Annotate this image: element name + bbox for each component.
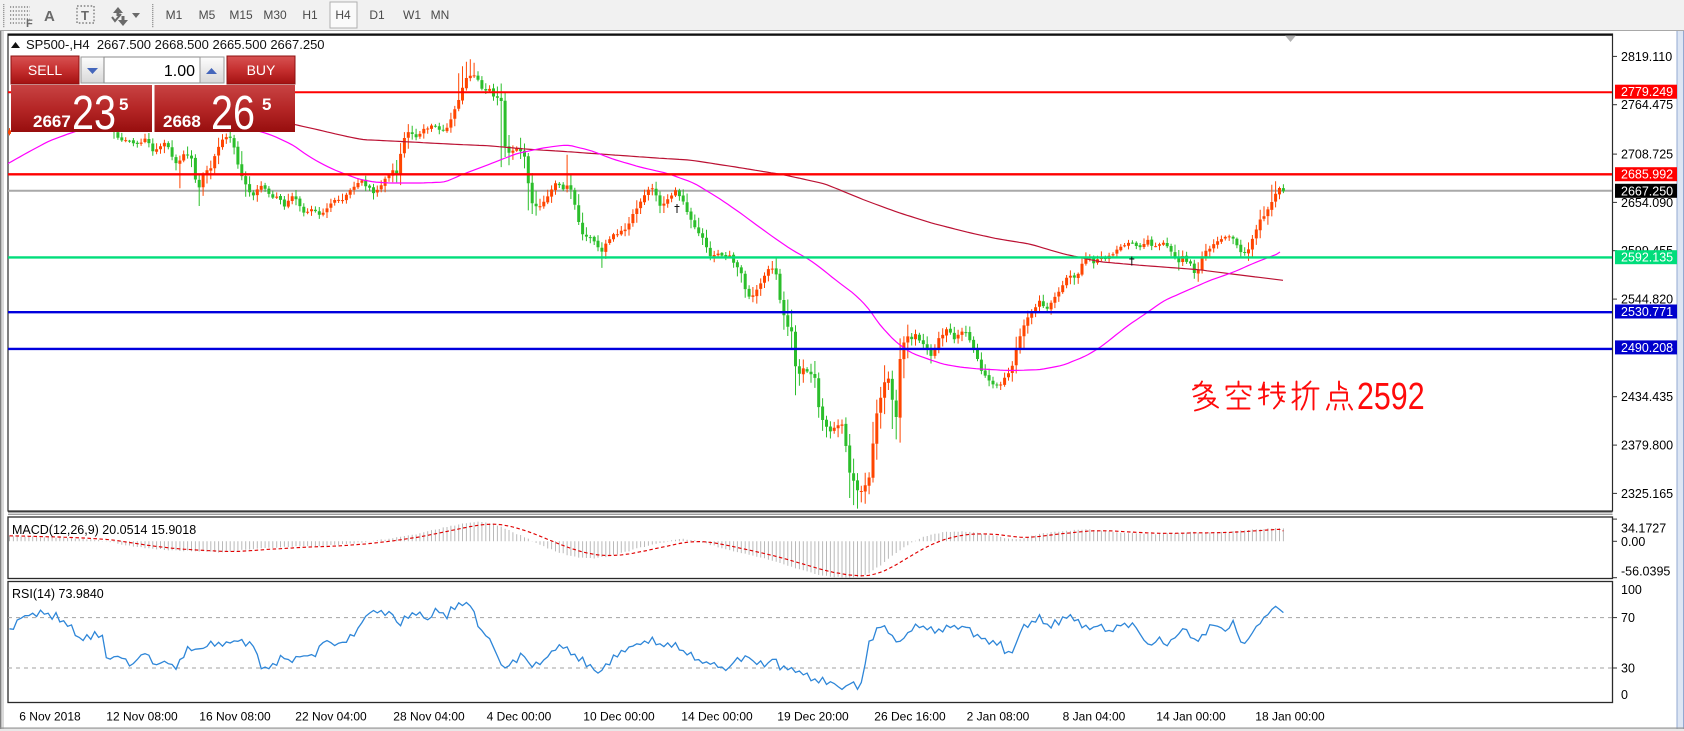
svg-text:BUY: BUY [247, 62, 276, 78]
svg-text:-56.0395: -56.0395 [1621, 565, 1670, 579]
svg-text:F: F [26, 18, 33, 30]
svg-text:4 Dec 00:00: 4 Dec 00:00 [487, 710, 552, 724]
svg-text:0.00: 0.00 [1621, 535, 1645, 549]
svg-text:H4: H4 [335, 8, 351, 22]
svg-text:MN: MN [431, 8, 450, 22]
svg-text:2819.110: 2819.110 [1621, 50, 1672, 64]
svg-text:28 Nov 04:00: 28 Nov 04:00 [393, 710, 465, 724]
svg-text:2592.135: 2592.135 [1621, 251, 1673, 265]
svg-text:MACD(12,26,9) 20.0514 15.9018: MACD(12,26,9) 20.0514 15.9018 [12, 523, 196, 537]
svg-text:16 Nov 08:00: 16 Nov 08:00 [199, 710, 271, 724]
svg-text:34.1727: 34.1727 [1621, 521, 1666, 535]
svg-text:2592: 2592 [1357, 376, 1425, 418]
svg-text:M1: M1 [166, 8, 183, 22]
svg-text:H1: H1 [302, 8, 318, 22]
svg-text:2685.992: 2685.992 [1621, 168, 1673, 182]
svg-text:2434.435: 2434.435 [1621, 390, 1673, 404]
svg-text:1.00: 1.00 [164, 63, 195, 80]
svg-text:5: 5 [262, 95, 271, 114]
svg-text:M15: M15 [229, 8, 253, 22]
svg-text:30: 30 [1621, 662, 1635, 676]
svg-text:2325.165: 2325.165 [1621, 487, 1673, 501]
svg-text:2667: 2667 [33, 112, 71, 131]
svg-text:2379.800: 2379.800 [1621, 439, 1673, 453]
svg-text:2654.090: 2654.090 [1621, 196, 1673, 210]
svg-text:D1: D1 [369, 8, 385, 22]
svg-text:70: 70 [1621, 611, 1635, 625]
svg-text:RSI(14) 73.9840: RSI(14) 73.9840 [12, 587, 104, 601]
svg-text:2779.249: 2779.249 [1621, 85, 1673, 99]
svg-text:2668: 2668 [163, 112, 201, 131]
svg-text:19 Dec 20:00: 19 Dec 20:00 [777, 710, 849, 724]
svg-text:22 Nov 04:00: 22 Nov 04:00 [295, 710, 367, 724]
svg-text:2708.725: 2708.725 [1621, 148, 1673, 162]
svg-text:18 Jan 00:00: 18 Jan 00:00 [1255, 710, 1325, 724]
svg-text:2530.771: 2530.771 [1621, 305, 1673, 319]
svg-text:10 Dec 00:00: 10 Dec 00:00 [583, 710, 655, 724]
svg-text:8 Jan 04:00: 8 Jan 04:00 [1063, 710, 1126, 724]
svg-text:2544.820: 2544.820 [1621, 293, 1673, 307]
svg-text:26: 26 [211, 87, 255, 140]
svg-text:14 Jan 00:00: 14 Jan 00:00 [1156, 710, 1226, 724]
svg-text:14 Dec 00:00: 14 Dec 00:00 [681, 710, 753, 724]
svg-text:SELL: SELL [28, 62, 62, 78]
svg-text:26 Dec 16:00: 26 Dec 16:00 [874, 710, 946, 724]
svg-text:SP500-,H4 2667.500 2668.500 2: SP500-,H4 2667.500 2668.500 2665.500 266… [26, 37, 325, 52]
svg-text:12 Nov 08:00: 12 Nov 08:00 [106, 710, 178, 724]
svg-text:T: T [81, 8, 89, 23]
svg-text:0: 0 [1621, 688, 1628, 702]
svg-text:100: 100 [1621, 583, 1642, 597]
svg-text:2764.475: 2764.475 [1621, 98, 1673, 112]
svg-text:23: 23 [72, 87, 116, 140]
svg-text:W1: W1 [403, 8, 421, 22]
svg-text:A: A [44, 8, 55, 25]
svg-text:5: 5 [119, 95, 128, 114]
svg-text:6 Nov 2018: 6 Nov 2018 [19, 710, 81, 724]
svg-text:2490.208: 2490.208 [1621, 341, 1673, 355]
svg-text:M30: M30 [263, 8, 287, 22]
svg-text:M5: M5 [199, 8, 216, 22]
svg-text:2667.250: 2667.250 [1621, 184, 1673, 198]
svg-text:2 Jan 08:00: 2 Jan 08:00 [967, 710, 1030, 724]
